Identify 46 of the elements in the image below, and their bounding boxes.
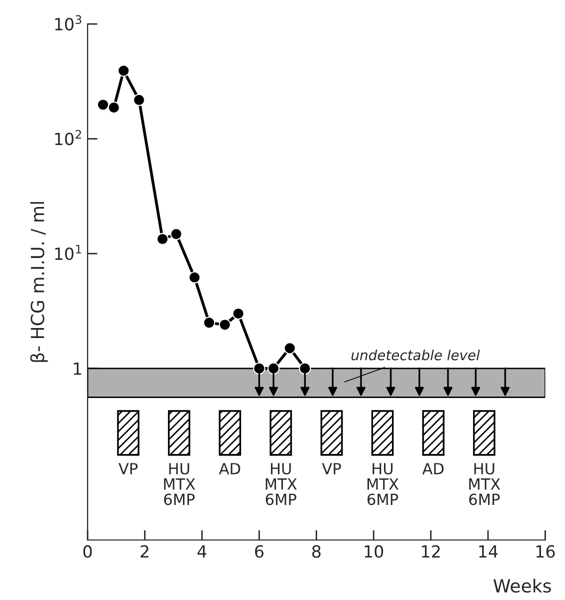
point <box>118 64 130 77</box>
y-tick-label: 10$^{1}$ <box>55 244 82 260</box>
point <box>253 362 266 374</box>
x-tick-label: 8 <box>312 545 321 558</box>
x-tick-label: 0 <box>83 545 92 558</box>
annotation: AD <box>218 463 240 474</box>
x-tick-label: 12 <box>422 545 440 558</box>
point <box>268 386 278 396</box>
annotation: HU MTX 6MP <box>164 463 196 506</box>
y-tick-label: 10$^{3}$ <box>55 15 82 30</box>
annotation: HU MTX 6MP <box>266 463 297 506</box>
annotation: AD <box>422 463 444 474</box>
point <box>170 228 182 240</box>
point <box>232 308 244 320</box>
point <box>132 94 146 106</box>
point <box>328 386 338 396</box>
point <box>500 386 510 396</box>
point <box>386 386 396 396</box>
x-tick-label: 4 <box>198 545 206 558</box>
point <box>156 232 169 246</box>
point <box>300 386 310 396</box>
point <box>284 342 296 354</box>
annotation: VP <box>118 463 138 474</box>
x-tick-label: 16 <box>536 545 555 558</box>
x-tick-label: 14 <box>479 545 498 558</box>
point <box>356 386 366 396</box>
point <box>443 386 452 396</box>
x-tick-label: 6 <box>255 545 264 558</box>
x-tick-label: 10 <box>364 545 384 558</box>
point <box>471 386 480 396</box>
point <box>218 318 231 331</box>
annotation: VP <box>322 463 341 474</box>
band-label: undetectable level <box>352 350 480 360</box>
x-tick-label: 2 <box>140 545 148 558</box>
y-tick-label: 1 <box>74 362 82 375</box>
x-axis-title: Weeks <box>494 578 551 593</box>
point <box>203 316 216 329</box>
point <box>108 102 120 114</box>
y-axis-title: β- HCG m.I.U. / ml <box>30 202 48 362</box>
point <box>188 271 201 284</box>
point <box>254 386 264 396</box>
annotation: HU MTX 6MP <box>368 463 399 506</box>
point <box>96 98 110 111</box>
point <box>414 386 424 396</box>
annotation: HU MTX 6MP <box>469 463 500 506</box>
y-tick-label: 10$^{2}$ <box>55 130 81 146</box>
